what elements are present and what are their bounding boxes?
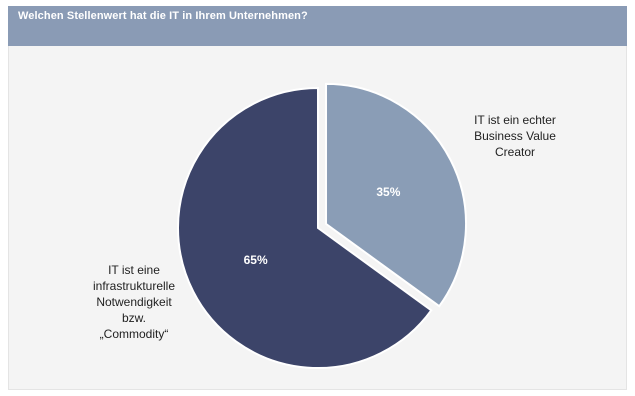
slice-label-line: Business Value xyxy=(474,129,556,143)
slice-label-line: bzw. xyxy=(121,311,146,325)
slice-label-line: infrastrukturelle xyxy=(92,279,176,293)
pie-slice-commodity xyxy=(177,86,433,369)
slice-value-label-35: 35% xyxy=(376,185,400,199)
chart-header: Welchen Stellenwert hat die IT in Ihrem … xyxy=(8,6,627,46)
slice-label-line: „Commodity“ xyxy=(99,327,169,341)
slice-label-line: Notwendigkeit xyxy=(96,295,172,309)
slice-label-commodity: IT ist eine infrastrukturelle Notwendigk… xyxy=(74,262,194,342)
pie-slice-business-value-creator xyxy=(325,82,468,308)
chart-title: Welchen Stellenwert hat die IT in Ihrem … xyxy=(18,10,308,22)
slice-label-line: Creator xyxy=(494,145,535,159)
slice-label-line: IT ist eine xyxy=(108,263,160,277)
slice-label-line: IT ist ein echter xyxy=(474,113,556,127)
slice-label-business-value-creator: IT ist ein echter Business Value Creator xyxy=(452,112,578,160)
slice-value-label-65: 65% xyxy=(244,253,268,267)
